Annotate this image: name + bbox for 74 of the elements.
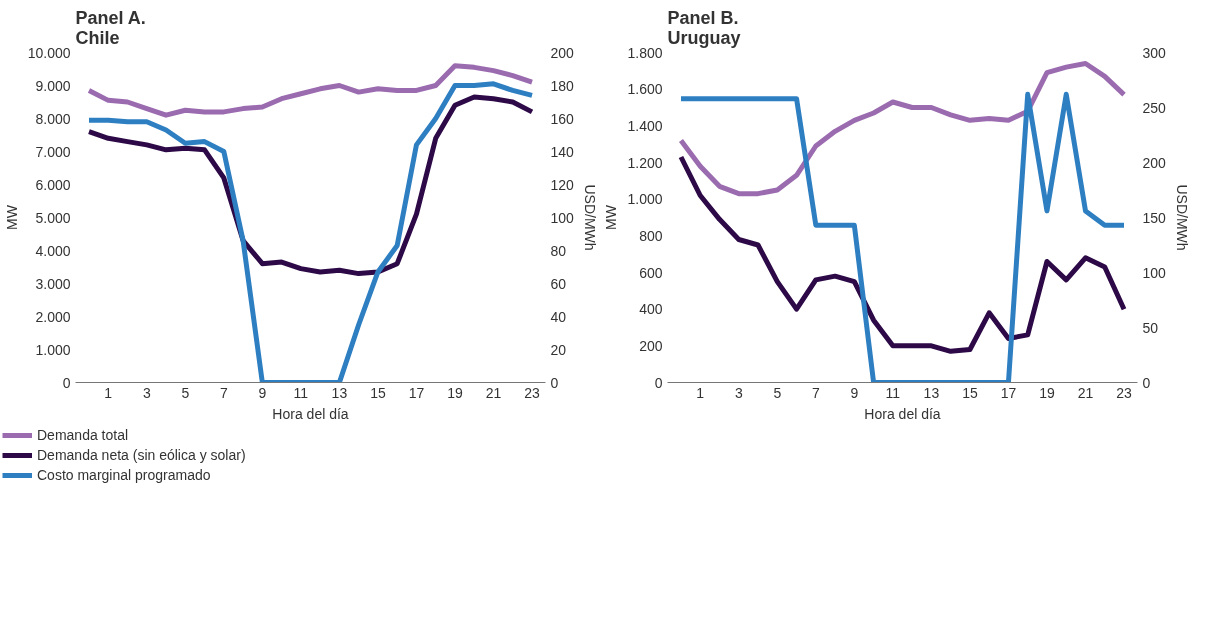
x-tick-label: 21 [1077, 384, 1094, 401]
y2-tick-label: 20 [550, 341, 567, 358]
y2-tick-label: 150 [1142, 209, 1167, 226]
x-tick-label: 7 [219, 384, 228, 401]
y-tick-label: 6.000 [35, 176, 71, 193]
x-tick-label: 19 [447, 384, 463, 401]
x-tick-label: 15 [370, 384, 386, 401]
x-tick-label: 1 [696, 384, 705, 401]
x-tick-label: 7 [811, 384, 820, 401]
legend-label: Demanda total [37, 426, 129, 444]
x-axis-title: Hora del día [272, 405, 349, 422]
y2-tick-label: 100 [550, 209, 575, 226]
y2-tick-label: 0 [550, 374, 559, 391]
y-tick-label: 400 [639, 301, 663, 318]
y2-tick-label: 140 [550, 143, 575, 160]
y2-tick-label: 180 [550, 77, 575, 94]
legend-label: Costo marginal programado [37, 466, 211, 484]
y-tick-label: 800 [639, 227, 663, 244]
chart-title: Panel B. Uruguay [667, 7, 741, 48]
y-tick-label: 3.000 [35, 275, 71, 292]
x-tick-label: 5 [773, 384, 782, 401]
y-tick-label: 1.800 [627, 44, 663, 61]
y2-tick-label: 300 [1142, 44, 1167, 61]
x-tick-label: 9 [850, 384, 859, 401]
y-tick-label: 0 [654, 374, 663, 391]
y-tick-label: 600 [639, 264, 663, 281]
y-axis-title: MW [3, 204, 20, 230]
x-tick-label: 5 [181, 384, 190, 401]
y-tick-label: 0 [62, 374, 71, 391]
y-tick-label: 1.600 [627, 81, 663, 98]
y2-tick-label: 60 [550, 275, 567, 292]
chart-title: Panel A. Chile [75, 7, 146, 48]
y2-tick-label: 80 [550, 242, 567, 259]
y2-tick-label: 200 [550, 44, 575, 61]
x-tick-label: 21 [485, 384, 502, 401]
x-tick-label: 11 [885, 384, 901, 401]
x-tick-label: 23 [1116, 384, 1133, 401]
y-tick-label: 10.000 [27, 44, 71, 61]
y2-tick-label: 0 [1142, 374, 1151, 391]
x-tick-label: 9 [258, 384, 267, 401]
y-tick-label: 200 [639, 337, 663, 354]
y2-tick-label: 40 [550, 308, 567, 325]
x-tick-label: 1 [104, 384, 113, 401]
x-tick-label: 17 [408, 384, 425, 401]
y2-tick-label: 50 [1142, 319, 1159, 336]
y-tick-label: 2.000 [35, 308, 71, 325]
y-tick-label: 1.000 [35, 341, 71, 358]
x-tick-label: 11 [293, 384, 309, 401]
y2-axis-title: USD/MWh [1173, 184, 1190, 251]
y-axis-title: MW [603, 204, 620, 230]
y-tick-label: 8.000 [35, 110, 71, 127]
x-tick-label: 13 [331, 384, 348, 401]
x-tick-label: 3 [734, 384, 743, 401]
x-tick-label: 23 [524, 384, 541, 401]
x-tick-label: 15 [962, 384, 978, 401]
y2-tick-label: 200 [1142, 154, 1167, 171]
x-tick-label: 3 [142, 384, 151, 401]
y-tick-label: 4.000 [35, 242, 71, 259]
y2-tick-label: 250 [1142, 99, 1167, 116]
y-tick-label: 5.000 [35, 209, 71, 226]
y-tick-label: 9.000 [35, 77, 71, 94]
y2-tick-label: 100 [1142, 264, 1167, 281]
y2-tick-label: 160 [550, 110, 575, 127]
y-tick-label: 7.000 [35, 143, 71, 160]
y-tick-label: 1.400 [627, 117, 663, 134]
x-axis-title: Hora del día [864, 405, 941, 422]
y-tick-label: 1.200 [627, 154, 663, 171]
x-tick-label: 17 [1000, 384, 1017, 401]
y2-axis-title: USD/MWh [581, 184, 598, 251]
y2-tick-label: 120 [550, 176, 575, 193]
legend-label: Demanda neta (sin eólica y solar) [37, 446, 246, 464]
x-tick-label: 13 [923, 384, 940, 401]
y-tick-label: 1.000 [627, 191, 663, 208]
x-tick-label: 19 [1039, 384, 1055, 401]
